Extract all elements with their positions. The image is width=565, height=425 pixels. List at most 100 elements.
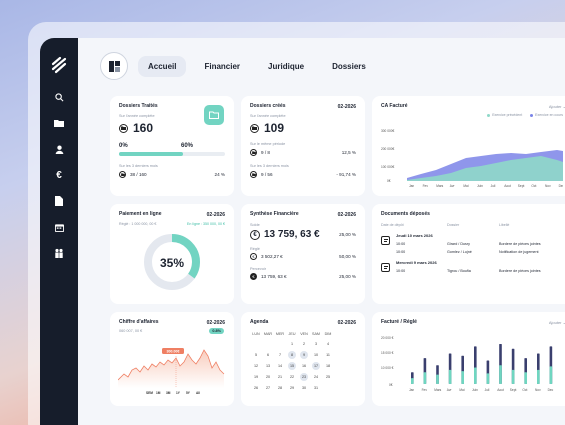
chiffre-badge: 0.8% — [209, 328, 224, 334]
tab-financier[interactable]: Financier — [204, 61, 241, 71]
calendar-day[interactable]: 9 — [298, 349, 310, 360]
tab-dossiers[interactable]: Dossiers — [332, 61, 366, 71]
row1-label: Sur le même période — [250, 142, 286, 146]
calendar-day[interactable]: 22 — [289, 374, 295, 379]
month-label: Fev — [423, 184, 429, 188]
paiement-donut — [144, 234, 200, 290]
calendar-icon[interactable] — [52, 220, 66, 234]
calendar-day[interactable]: 23 — [300, 372, 308, 381]
chevron-down-icon: ⌄ — [562, 320, 565, 325]
table-row[interactable]: 10:00 Gomlez / Lujné Notification de jug… — [396, 250, 539, 254]
calendar-day[interactable]: 20 — [265, 374, 271, 379]
calendar-day[interactable]: 14 — [277, 363, 283, 368]
weekday-label: LUN — [252, 331, 260, 336]
euro-icon[interactable]: € — [56, 169, 62, 181]
calendar-day[interactable]: 15 — [288, 361, 296, 370]
month-label: Mai — [459, 388, 464, 392]
folder-icon — [119, 171, 126, 178]
month-label: Juil — [485, 388, 490, 392]
col-header-dossier: Dossier — [447, 223, 460, 227]
ytick: 0€ — [389, 383, 393, 387]
calendar-day[interactable]: 28 — [277, 385, 283, 390]
calendar-day[interactable]: 30 — [301, 385, 307, 390]
month-label: Sept — [510, 388, 517, 392]
doc-group-date: Mercredi 9 mars 2026 — [396, 260, 437, 265]
calendar-day[interactable]: 17 — [312, 361, 320, 370]
bar-regle — [411, 378, 414, 384]
col-header-libelle: Libellé — [499, 223, 510, 227]
layout-switch-button[interactable] — [100, 52, 128, 80]
calendar-day[interactable]: 24 — [313, 374, 319, 379]
folder-action-button[interactable] — [204, 105, 224, 125]
tab-bar: Accueil Financier Juridique Dossiers — [138, 55, 376, 77]
search-icon[interactable] — [52, 90, 66, 104]
month-label: Fev — [422, 388, 428, 392]
document-icon[interactable] — [52, 194, 66, 208]
calendar-day — [262, 338, 274, 349]
legend-prev: Exercice précédent — [487, 113, 522, 117]
synthese-card: Synthèse Financière 02-2026 Solde €13 75… — [241, 204, 365, 304]
calendar-day[interactable]: 25 — [325, 374, 331, 379]
tab-accueil[interactable]: Accueil — [138, 55, 187, 77]
range-label: SEM — [146, 391, 153, 395]
calendar-day[interactable]: 3 — [314, 341, 318, 346]
card-title: Facturé / Réglé — [381, 319, 417, 325]
team-icon[interactable] — [52, 246, 66, 260]
dossiers-traites-value: 160 — [133, 121, 154, 135]
calendar-day[interactable]: 6 — [266, 352, 270, 357]
legend-current: Exercice en cours — [530, 113, 563, 117]
month-label: Aout — [504, 184, 511, 188]
ca-facture-card: CA Facturé Ajouter ⌄ Exercice précédent … — [372, 96, 565, 196]
month-label: Mai — [463, 184, 468, 188]
calendar-day[interactable]: 31 — [313, 385, 319, 390]
top-navigation: Accueil Financier Juridique Dossiers — [100, 52, 376, 80]
calendar-day[interactable]: 13 — [265, 363, 271, 368]
month-label: Juil — [491, 184, 496, 188]
card-subtitle: Sur l'année complète — [250, 114, 286, 118]
range-label: 1Y — [176, 391, 181, 395]
range-label: All — [196, 391, 200, 395]
calendar-day[interactable]: 29 — [289, 385, 295, 390]
folder-icon[interactable] — [52, 116, 66, 130]
card-date: 02-2026 — [206, 212, 225, 218]
calendar-day[interactable]: 11 — [326, 352, 330, 357]
progress-start-label: 0% — [119, 143, 128, 149]
weekday-label: VEN — [300, 331, 308, 336]
table-row[interactable]: 10:00 Girard / Dusry Bordere de pièces j… — [396, 242, 541, 246]
range-label: 3M — [166, 391, 171, 395]
period-value: 38 / 160 — [130, 172, 147, 177]
bar-regle — [474, 367, 477, 384]
bar-regle — [499, 365, 502, 384]
regle-pct: 50,00 % — [339, 254, 356, 259]
row2-label: Sur les 3 derniers mois — [250, 164, 289, 168]
facture-filter-dropdown[interactable]: Ajouter ⌄ — [549, 320, 565, 325]
calendar-day[interactable]: 10 — [313, 352, 319, 357]
user-icon[interactable] — [52, 142, 66, 156]
calendar-day[interactable]: 12 — [253, 363, 259, 368]
dossiers-crees-value: 109 — [264, 121, 285, 135]
calendar-day[interactable]: 7 — [278, 352, 282, 357]
ca-area-chart: 300 000€ 200 000€ 100 000€ 0€ Jan Fev Mars… — [381, 129, 565, 188]
folder-icon — [119, 123, 128, 133]
calendar-day[interactable]: 8 — [286, 349, 298, 360]
calendar-day[interactable]: 18 — [325, 363, 331, 368]
calendar-day[interactable]: 4 — [326, 341, 330, 346]
percevoir-pct: 25,00 % — [339, 274, 356, 279]
tab-juridique[interactable]: Juridique — [268, 61, 305, 71]
calendar-day[interactable]: 26 — [253, 385, 259, 390]
chiffre-value: 060 007, 00 € — [119, 329, 143, 333]
calendar-day[interactable]: 19 — [253, 374, 259, 379]
calendar-day[interactable]: 5 — [254, 352, 258, 357]
calendar-day[interactable]: 2 — [302, 341, 306, 346]
table-row[interactable]: 10:00 Tigrou / Boufia Bordere de pièces … — [396, 269, 541, 273]
month-label: Sept — [518, 184, 525, 188]
calendar-day[interactable]: 27 — [265, 385, 271, 390]
calendar-day[interactable]: 16 — [301, 363, 307, 368]
ca-filter-dropdown[interactable]: Ajouter ⌄ — [549, 104, 565, 109]
progress-end-label: 60% — [180, 143, 193, 149]
calendar-day[interactable]: 1 — [290, 341, 294, 346]
regle-value: 3 502,27 € — [261, 254, 283, 259]
calendar-day[interactable]: 21 — [277, 374, 283, 379]
card-date: 02-2026 — [337, 104, 356, 110]
